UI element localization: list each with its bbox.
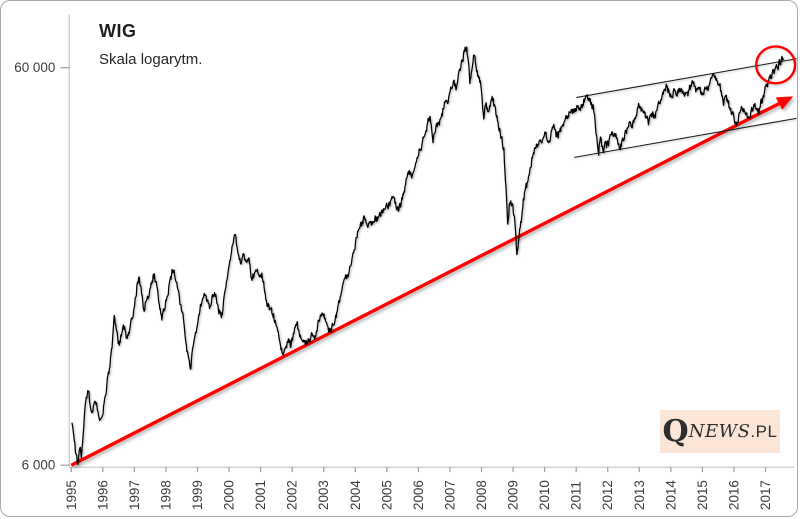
- breakout-highlight-circle: [755, 45, 797, 85]
- qnews-watermark: Q NEWS .PL: [660, 410, 780, 453]
- wig-price-line: [71, 46, 785, 466]
- x-tick-label: 2011: [569, 481, 584, 510]
- x-tick-label: 2016: [726, 480, 741, 510]
- x-tick-label: 2008: [474, 480, 489, 510]
- x-tick-label: 2009: [506, 480, 521, 510]
- x-tick-label: 1997: [127, 480, 142, 510]
- x-tick-label: 2012: [600, 480, 615, 510]
- x-tick-label: 1995: [64, 480, 79, 510]
- channel-line-upper: [576, 58, 797, 99]
- watermark-news: NEWS: [688, 421, 751, 442]
- x-tick-label: 2010: [537, 480, 552, 510]
- x-tick-label: 2006: [411, 480, 426, 510]
- chart-title: WIG: [99, 21, 137, 41]
- x-tick-label: 1999: [190, 480, 205, 510]
- x-tick-label: 2000: [222, 480, 237, 510]
- watermark-q: Q: [662, 413, 689, 449]
- x-tick-label: 2017: [758, 480, 773, 510]
- x-tick-label: 2013: [632, 480, 647, 510]
- x-tick-label: 2001: [253, 480, 268, 510]
- trendline-arrow: [70, 96, 794, 467]
- x-tick-label: 2015: [695, 480, 710, 510]
- x-tick-label: 2007: [442, 480, 457, 510]
- channel-line-lower: [574, 117, 797, 158]
- x-tick-label: 2005: [379, 480, 394, 510]
- x-tick-label: 1998: [158, 480, 173, 510]
- y-tick-label: 60 000: [14, 60, 55, 75]
- x-tick-label: 2003: [316, 480, 331, 510]
- watermark-pl: .PL: [750, 421, 778, 441]
- x-tick-label: 2002: [285, 480, 300, 510]
- y-tick-label: 6 000: [22, 458, 56, 473]
- chart-subtitle: Skala logarytm.: [99, 51, 203, 68]
- x-tick-label: 1996: [95, 480, 110, 510]
- x-tick-label: 2014: [663, 480, 678, 510]
- x-tick-label: 2004: [348, 480, 363, 510]
